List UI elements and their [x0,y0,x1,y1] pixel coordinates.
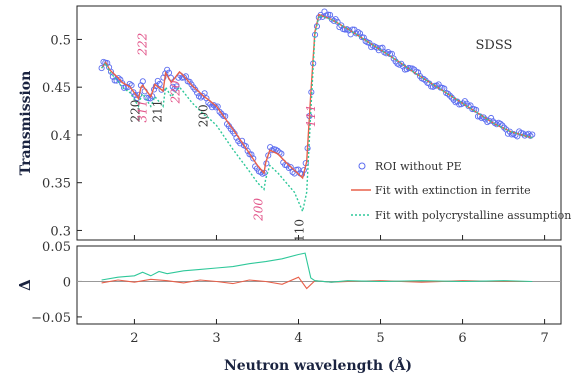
hkl-label: 220 [169,80,183,104]
fit-line-polycrystal [101,14,533,214]
y-axis-label-main: Transmission [18,71,34,176]
data-point-roi [169,83,176,90]
data-point-roi [338,22,345,29]
hkl-annotations: 220 222 311 211 220 200 200 111 110 [128,33,318,242]
hkl-label: 110 [292,219,306,242]
legend: ROI without PE Fit with extinction in fe… [351,160,571,222]
data-point-roi [165,69,173,76]
y-tick-label-main: 0.35 [42,177,71,192]
y-tick-label-main: 0.3 [50,224,71,239]
data-point-roi [158,86,165,93]
data-point-roi [154,77,161,84]
hkl-label: 220 [128,100,142,123]
hkl-label: 222 [136,33,150,57]
residual-line-polycrystal [101,252,533,283]
hkl-label: 200 [196,104,210,127]
data-point-roi [278,150,285,157]
data-point-roi [134,95,141,102]
legend-label-extinction: Fit with extinction in ferrite [375,184,531,197]
data-point-roi [469,106,476,113]
data-point-roi [156,80,163,88]
main-plot-area [98,8,536,214]
hkl-label: 311 [136,100,150,123]
x-tick-label: 7 [540,331,548,346]
x-tick-label: 6 [458,331,466,346]
x-tick-label: 3 [212,331,220,346]
y-tick-label-main: 0.45 [42,81,71,96]
legend-label-roi: ROI without PE [375,160,462,173]
data-point-roi [420,76,427,83]
y-tick-label-residual: 0 [63,275,71,290]
main-plot-frame [76,5,562,241]
data-point-roi [330,17,337,24]
data-point-roi [197,94,204,101]
data-point-roi [98,65,105,72]
data-point-roi [480,114,487,121]
hkl-label: 111 [304,104,318,127]
sample-label: SDSS [476,38,513,53]
data-point-roi [173,83,180,90]
x-tick-label: 4 [294,331,302,346]
data-point-roi [117,76,124,83]
residual-ticks: 0.05 0 −0.05 2 3 4 5 6 7 [31,240,549,346]
hkl-label: 211 [151,100,165,123]
data-point-roi [216,108,223,115]
y-axis-label-residual: Δ [16,279,34,291]
residual-plot-frame [76,245,562,325]
y-tick-label-residual: 0.05 [42,240,71,255]
data-point-roi [201,90,208,97]
data-point-roi [132,92,139,99]
data-point-roi [192,86,199,93]
y-tick-label-main: 0.4 [50,129,71,144]
hkl-label: 200 [251,198,265,222]
data-point-roi [444,90,452,97]
y-tick-label-main: 0.5 [50,33,71,48]
data-point-roi [317,11,324,18]
x-tick-label: 5 [376,331,384,346]
x-axis-label: Neutron wavelength (Å) [224,356,412,374]
legend-marker-roi [358,162,366,170]
data-point-roi [435,81,442,88]
data-point-roi [488,114,495,122]
data-point-roi [209,104,216,111]
data-point-roi [107,68,115,75]
residual-plot-area [77,252,561,290]
x-tick-label: 2 [130,331,138,346]
residual-line-extinction [101,276,533,290]
data-point-roi [109,73,116,80]
main-y-ticks: 0.3 0.35 0.4 0.45 0.5 [42,33,546,240]
data-point-roi [250,155,257,162]
data-point-roi [244,147,251,154]
y-tick-label-residual: −0.05 [31,311,71,326]
data-point-roi [446,92,453,99]
data-point-roi [295,166,302,173]
legend-label-polycrystal: Fit with polycrystalline assumption [375,209,571,222]
data-point-roi [139,78,146,85]
fit-line-extinction [101,13,533,180]
